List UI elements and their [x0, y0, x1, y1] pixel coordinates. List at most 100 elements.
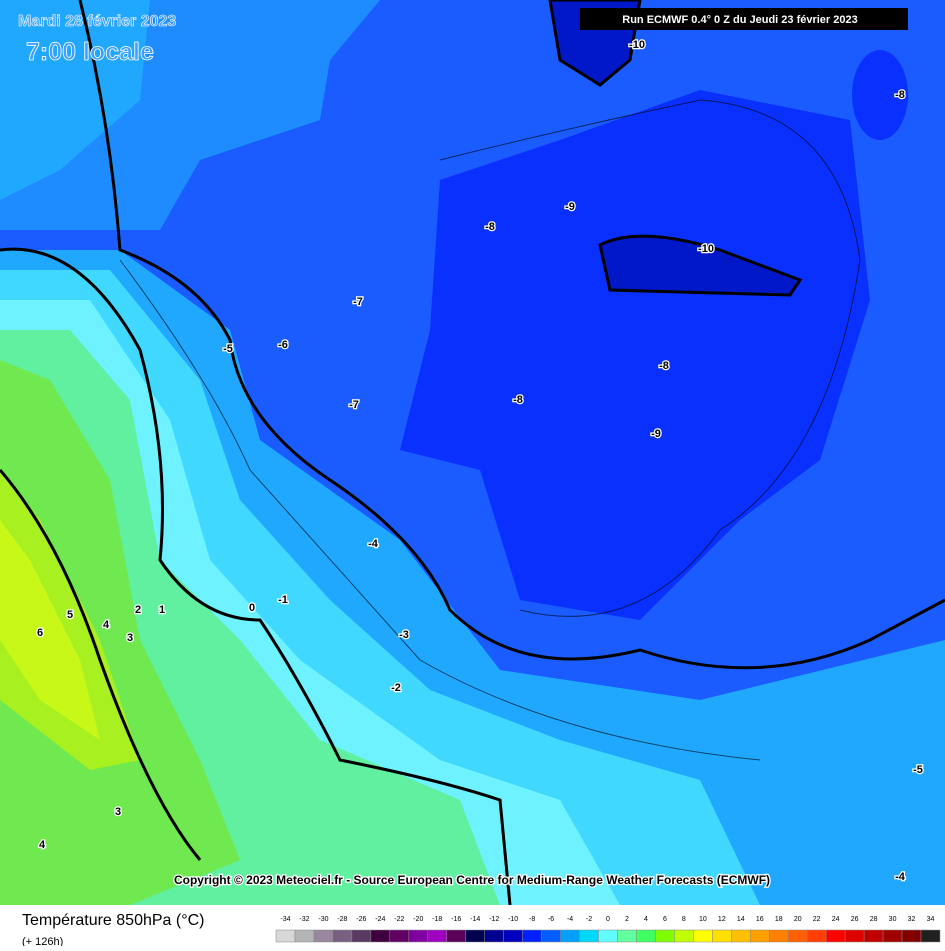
contour-label: -6 — [278, 339, 288, 351]
contour-label: 2 — [135, 604, 141, 616]
scale-swatch — [579, 929, 599, 943]
scale-tick-label: 34 — [927, 916, 935, 923]
scale-tick-label: 4 — [644, 916, 648, 923]
scale-tick-label: -20 — [413, 916, 423, 923]
scale-tick-label: -10 — [508, 916, 518, 923]
field-deep-blue — [400, 90, 870, 620]
contour-label: -3 — [399, 629, 409, 641]
contour-label: -8 — [513, 394, 523, 406]
contour-label: 4 — [39, 839, 46, 851]
map-fields — [0, 0, 945, 905]
contour-label: 5 — [67, 609, 73, 621]
color-scale: -34 -32 -30 -28 -26 -24 -22 -20 -18 -16 -14 -12 -10-… — [275, 916, 941, 943]
scale-swatch — [522, 929, 542, 943]
scale-tick-label: 32 — [908, 916, 916, 923]
scale-swatch — [465, 929, 485, 943]
copyright: Copyright © 2023 Meteociel.fr - Source E… — [174, 873, 770, 887]
contour-line — [119, 259, 761, 761]
contour-label: -10 — [629, 39, 645, 51]
contours — [0, 0, 945, 906]
scale-swatch — [427, 929, 447, 943]
contour-label: -9 — [565, 201, 575, 213]
scale-tick-label: -8 — [529, 916, 535, 923]
scale-tick-label: -28 — [337, 916, 347, 923]
scale-tick-label: -16 — [451, 916, 461, 923]
scale-tick-label: 12 — [718, 916, 726, 923]
contour-label: 0 — [249, 602, 255, 614]
scale-swatch — [332, 929, 353, 943]
scale-tick-label: 20 — [794, 916, 802, 923]
field-coldest — [598, 234, 803, 297]
contour-line — [439, 99, 861, 617]
scale-tick-label: 8 — [682, 916, 686, 923]
scale-swatch — [787, 929, 808, 943]
time: 7:00 locale — [26, 38, 154, 66]
scale-swatch — [351, 929, 372, 943]
scale-tick-label: 10 — [699, 916, 707, 923]
scale-swatch — [275, 929, 296, 943]
contour-label: 3 — [115, 806, 121, 818]
scale-tick-label: -22 — [394, 916, 404, 923]
field-lighter-blue — [0, 0, 150, 200]
scale-tick-label: -26 — [356, 916, 366, 923]
scale-swatch — [389, 929, 410, 943]
scale-tick-label: -24 — [375, 916, 385, 923]
scale-swatch — [674, 929, 694, 943]
contour-label: 4 — [103, 619, 110, 631]
scale-tick-label: 6 — [663, 916, 667, 923]
run-box — [580, 8, 908, 30]
contour-label: -4 — [368, 538, 379, 550]
date: Mardi 28 février 2023 — [18, 13, 176, 30]
scale-tick-label: 14 — [737, 916, 745, 923]
contour-label: 3 — [127, 632, 133, 644]
scale-swatch — [503, 929, 523, 943]
contour-label: -8 — [485, 221, 495, 233]
scale-swatch — [750, 929, 770, 943]
contour-label: -8 — [895, 89, 905, 101]
scale-tick-label: -34 — [280, 916, 290, 923]
contour-label: -2 — [391, 682, 401, 694]
scale-tick-label: -6 — [548, 916, 554, 923]
scale-tick-label: 18 — [775, 916, 783, 923]
scale-swatch — [806, 929, 827, 943]
scale-swatch — [731, 929, 751, 943]
scale-tick-label: -18 — [432, 916, 442, 923]
scale-swatch — [920, 929, 941, 943]
legend-title: Température 850hPa (°C) — [22, 912, 204, 929]
scale-swatch — [408, 929, 429, 943]
scale-tick-label: -12 — [489, 916, 499, 923]
scale-tick-label: 2 — [625, 916, 629, 923]
scale-swatch — [655, 929, 675, 943]
scale-swatch — [901, 929, 922, 943]
scale-swatch — [882, 929, 903, 943]
scale-swatch — [825, 929, 846, 943]
contour-label: -10 — [698, 243, 714, 255]
scale-swatch — [313, 929, 334, 943]
contour-line — [78, 0, 945, 670]
scale-swatch — [598, 929, 618, 943]
field-yellow — [0, 520, 100, 740]
scale-swatch — [617, 929, 637, 943]
legend-subtitle: (+ 126h) — [22, 936, 63, 946]
scale-tick-label: 24 — [832, 916, 840, 923]
scale-tick-label: 16 — [756, 916, 764, 923]
contour-label: -5 — [223, 343, 233, 355]
scale-swatch — [712, 929, 732, 943]
field-yellow-green — [0, 470, 140, 770]
field-bright-green — [0, 360, 240, 905]
scale-tick-label: -30 — [318, 916, 328, 923]
scale-swatch — [560, 929, 580, 943]
scale-tick-label: 30 — [889, 916, 897, 923]
field-deep-blue — [852, 50, 908, 140]
contour-label: -8 — [659, 360, 669, 372]
scale-tick-label: 26 — [851, 916, 859, 923]
contour-label: -7 — [349, 399, 359, 411]
contour-line — [0, 469, 202, 861]
scale-tick-label: -14 — [470, 916, 480, 923]
scale-swatch — [863, 929, 884, 943]
scale-swatch — [484, 929, 504, 943]
contour-label: 6 — [37, 627, 43, 639]
scale-tick-label: 0 — [606, 916, 610, 923]
